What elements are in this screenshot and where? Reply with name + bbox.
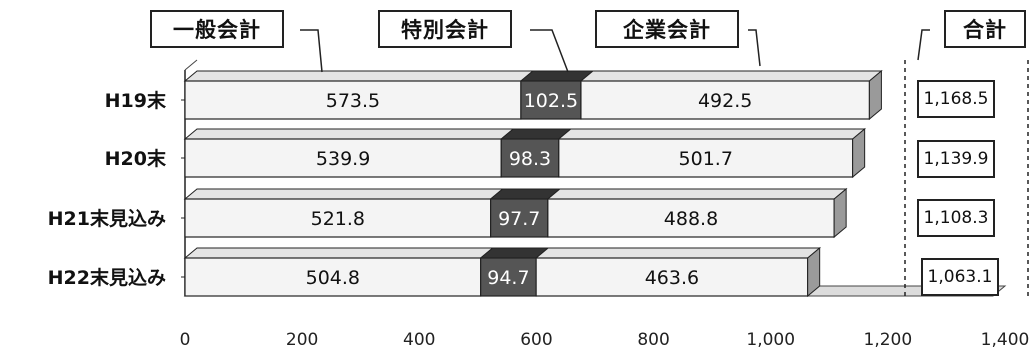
legend-special-account: 特別会計 — [378, 10, 512, 48]
legend-general-account: 一般会計 — [150, 10, 284, 48]
bar-value-label: 504.8 — [306, 267, 360, 289]
legend-enterprise-account: 企業会計 — [595, 10, 739, 48]
total-value-3: 1,063.1 — [921, 258, 999, 296]
x-tick-label: 400 — [403, 330, 435, 350]
bar-segment — [490, 198, 549, 238]
bar-side-face — [868, 69, 882, 121]
x-tick-label: 0 — [180, 330, 191, 350]
bar-top-face — [534, 247, 822, 259]
bar-value-label: 492.5 — [698, 90, 752, 112]
category-label: H19末 — [105, 89, 167, 112]
frame-top-edge — [184, 59, 198, 71]
bar-side-face — [852, 127, 866, 179]
bar-segment — [535, 257, 809, 297]
bar-value-label: 463.6 — [645, 267, 699, 289]
legend-total: 合計 — [944, 10, 1026, 48]
bar-side-face — [807, 246, 821, 298]
total-value-1: 1,139.9 — [917, 140, 995, 178]
x-tick-label: 800 — [637, 330, 669, 350]
bar-segment — [480, 257, 537, 297]
bar-segment — [184, 138, 502, 178]
x-tick-label: 1,400 — [981, 330, 1030, 350]
bar-value-label: 573.5 — [326, 90, 380, 112]
bar-top-face — [183, 247, 495, 259]
bar-segment — [580, 80, 871, 120]
bar-value-label: 539.9 — [316, 148, 370, 170]
category-label: H22末見込み — [48, 266, 166, 289]
bar-top-face — [557, 128, 867, 140]
bar-segment — [547, 198, 835, 238]
bar-top-face — [579, 70, 883, 82]
x-tick-label: 200 — [286, 330, 318, 350]
bar-side-face — [833, 187, 847, 239]
bar-top-face — [183, 70, 535, 82]
bar-segment — [184, 257, 482, 297]
category-label: H20末 — [105, 147, 167, 170]
total-value-2: 1,108.3 — [917, 199, 995, 237]
bar-top-face — [546, 188, 848, 200]
bar-value-label: 98.3 — [509, 148, 551, 170]
bar-value-label: 102.5 — [524, 90, 578, 112]
x-tick-label: 1,000 — [746, 330, 795, 350]
bar-segment — [184, 198, 492, 238]
bar-value-label: 521.8 — [311, 208, 365, 230]
bar-top-face — [183, 128, 515, 140]
leader-enterprise-account — [748, 29, 761, 67]
bar-value-label: 94.7 — [487, 267, 529, 289]
leader-total — [917, 29, 930, 61]
bar-top-face — [183, 188, 505, 200]
category-label: H21末見込み — [48, 207, 166, 230]
bar-value-label: 97.7 — [498, 208, 540, 230]
x-tick-label: 600 — [520, 330, 552, 350]
leader-general-account — [300, 29, 323, 73]
total-value-0: 1,168.5 — [917, 80, 995, 118]
bar-value-label: 501.7 — [679, 148, 733, 170]
x-tick-label: 1,200 — [864, 330, 913, 350]
bar-value-label: 488.8 — [664, 208, 718, 230]
leader-special-account — [530, 29, 569, 73]
